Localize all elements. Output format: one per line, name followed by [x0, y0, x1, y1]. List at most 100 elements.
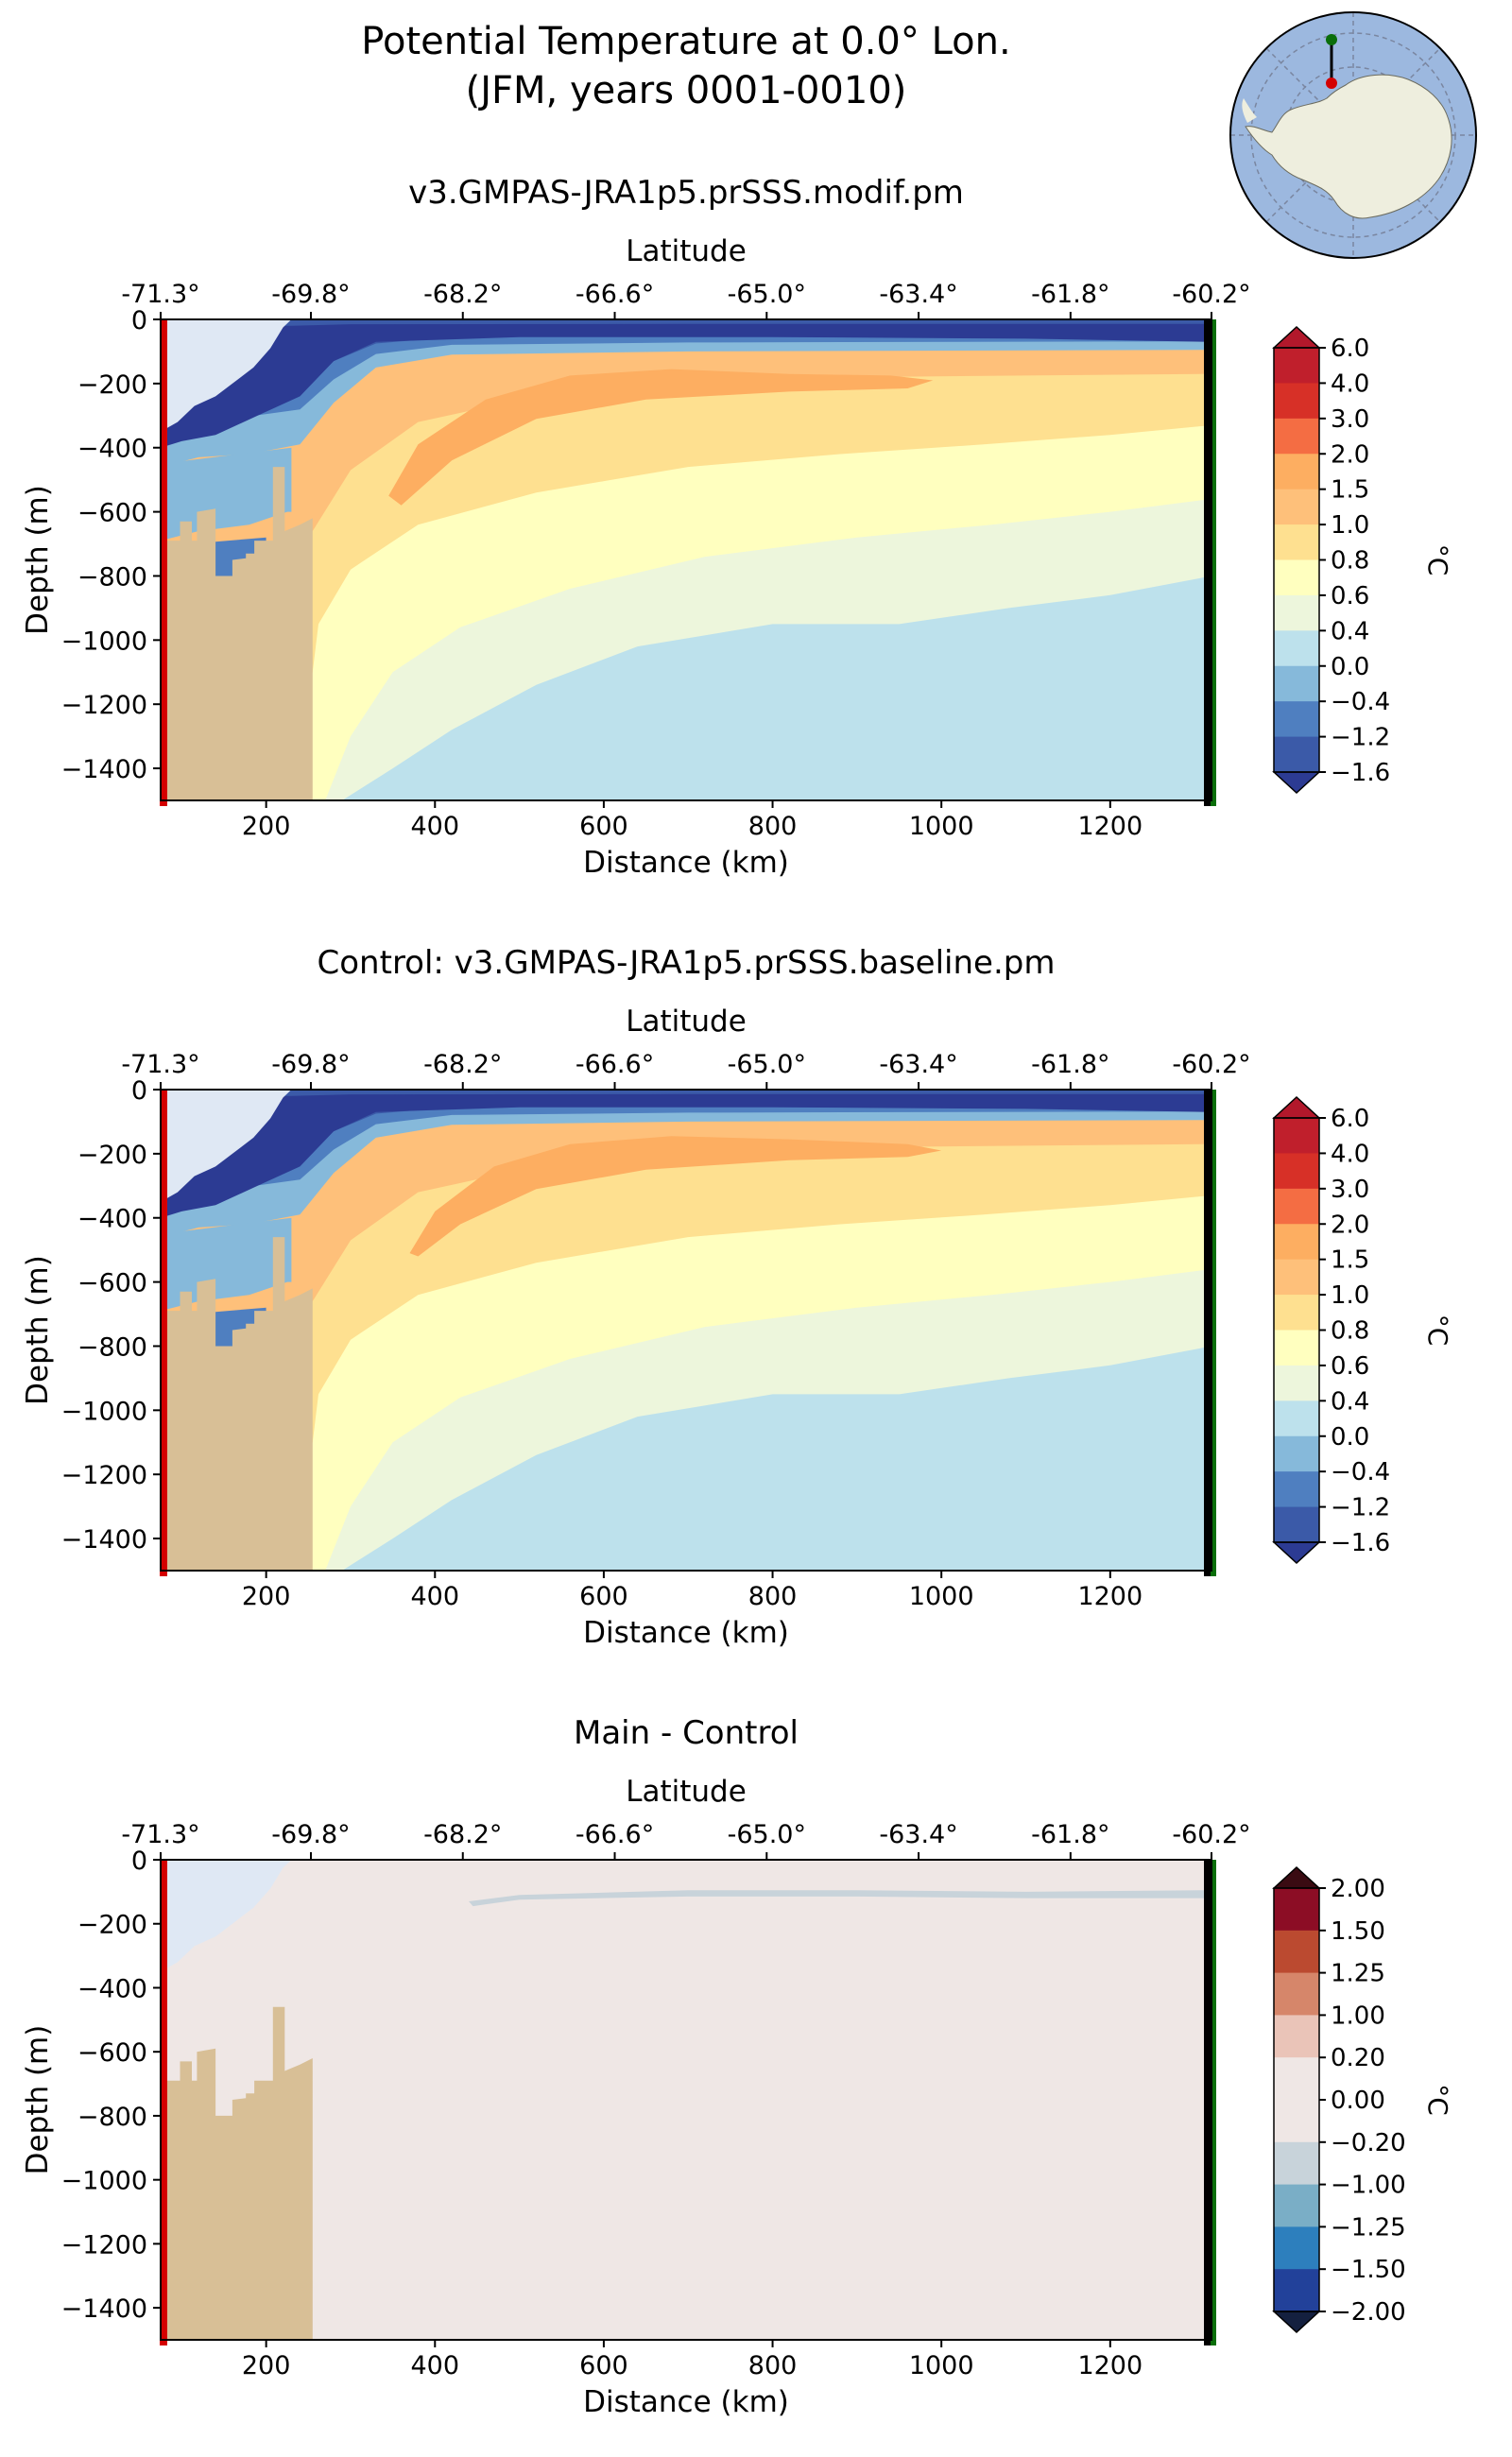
latitude-tick-label: -71.3°: [121, 1820, 199, 1849]
y-tick-label: −1400: [61, 2294, 147, 2324]
latitude-tick-label: -65.0°: [728, 1050, 806, 1079]
latitude-tick-label: -61.8°: [1031, 280, 1109, 309]
plot-area: [161, 319, 1211, 800]
latitude-tick-label: -63.4°: [879, 1050, 957, 1079]
latitude-tick-label: -61.8°: [1031, 1820, 1109, 1849]
colorbar-segment: [1274, 2057, 1319, 2101]
latitude-tick-label: -66.6°: [576, 280, 654, 309]
colorbar-label: °C: [1422, 2084, 1453, 2116]
x-tick-label: 200: [242, 1582, 291, 1611]
y-tick-label: −800: [77, 562, 147, 592]
colorbar-under-arrow: [1272, 771, 1321, 795]
colorbar-segment: [1274, 1118, 1319, 1154]
plot-frame: [160, 1859, 1212, 2341]
ice-shelf-cavity: [161, 1860, 292, 1972]
colorbar-under-arrow: [1272, 2311, 1321, 2334]
panel-difference: Main - Control 200 400 600 800 1000 1200 Dista…: [21, 1714, 1453, 2419]
colorbar-tick-label: −1.6: [1331, 759, 1390, 787]
x-tick-label: 1000: [909, 2351, 974, 2380]
figure-title-line1: Potential Temperature at 0.0° Lon.: [361, 20, 1010, 63]
latitude-tick-label: -65.0°: [728, 280, 806, 309]
colorbar-segment: [1274, 454, 1319, 490]
colorbar-segment: [1274, 489, 1319, 525]
colorbar-tick-label: −1.6: [1331, 1529, 1390, 1557]
colorbar-over-arrow: [1272, 1865, 1321, 1889]
colorbar-tick-label: 0.4: [1331, 617, 1369, 645]
colorbar-segment: [1274, 1295, 1319, 1331]
y-tick-label: −400: [77, 1974, 147, 2003]
antarctic-peninsula: [1242, 98, 1257, 123]
y-tick-label: −200: [77, 370, 147, 400]
bathymetry-land: [161, 467, 313, 800]
contour-fill-neg1.2-neg0.4: [161, 319, 1211, 426]
contour-fill-neg0.4-0.0: [161, 1090, 1211, 1238]
colorbar-segment: [1274, 1224, 1319, 1261]
latitude-tick-label: -63.4°: [879, 280, 957, 309]
contour-fill-0.0-0.2: [161, 1860, 1211, 2340]
y-tick-label: −1400: [61, 755, 147, 784]
x-tick-label: 800: [748, 1582, 798, 1611]
latitude-tick-label: -71.3°: [121, 280, 199, 309]
contour-fill-neg1.2-neg0.4: [161, 1090, 1211, 1196]
inset-map: [1229, 11, 1477, 259]
colorbar-tick-label: 0.6: [1331, 582, 1369, 610]
colorbar-tick-label: −1.50: [1331, 2256, 1406, 2284]
y-tick-label: 0: [131, 1847, 147, 1876]
x-tick-label: 1000: [909, 1582, 974, 1611]
latitude-tick-label: -69.8°: [271, 280, 350, 309]
colorbar-tick-label: 0.20: [1331, 2044, 1385, 2072]
contour-fill-shelf: [161, 447, 292, 541]
colorbar-tick-label: −0.20: [1331, 2129, 1406, 2157]
x-tick-label: 600: [579, 2351, 628, 2380]
x-tick-label: 800: [748, 812, 798, 841]
colorbar-segment: [1274, 2015, 1319, 2058]
latitude-axis-label: Latitude: [626, 1005, 747, 1039]
plot-frame: [160, 318, 1212, 801]
y-tick-label: 0: [131, 306, 147, 335]
x-tick-label: 1200: [1077, 812, 1143, 841]
colorbar-segment: [1274, 2184, 1319, 2227]
y-tick-label: −400: [77, 1205, 147, 1234]
y-axis-label: Depth (m): [21, 2025, 55, 2175]
y-tick-label: −600: [77, 2038, 147, 2068]
colorbar-segment: [1274, 1888, 1319, 1932]
x-tick-label: 1200: [1077, 2351, 1143, 2380]
colorbar-tick-label: 2.0: [1331, 440, 1369, 469]
colorbar-tick-label: 4.0: [1331, 369, 1369, 398]
y-tick-label: −1400: [61, 1525, 147, 1555]
contour-fill-0.8-1.0: [161, 1090, 1211, 1571]
contour-fill-neg0.4-0.0: [161, 319, 1211, 468]
colorbar-tick-label: 3.0: [1331, 1176, 1369, 1204]
colorbar-tick-label: 0.8: [1331, 547, 1369, 576]
colorbar-tick-label: 1.0: [1331, 1281, 1369, 1310]
colorbar-tick-label: 6.0: [1331, 335, 1369, 363]
colorbar-tick-label: 1.25: [1331, 1960, 1385, 1988]
contour-fill-0.8-1.0: [161, 319, 1211, 800]
x-axis-label: Distance (km): [583, 1616, 789, 1650]
latitude-tick-label: -66.6°: [576, 1820, 654, 1849]
colorbar-tick-label: 6.0: [1331, 1105, 1369, 1133]
colorbar-segment: [1274, 418, 1319, 455]
x-axis-label: Distance (km): [583, 2385, 789, 2419]
x-tick-label: 400: [411, 2351, 460, 2380]
colorbar-tick-label: 3.0: [1331, 405, 1369, 434]
latitude-tick-label: -60.2°: [1172, 280, 1250, 309]
contour-fill-neg0.2-0.0: [469, 1890, 1211, 1907]
colorbar-label: °C: [1422, 544, 1453, 576]
y-tick-label: −200: [77, 1911, 147, 1940]
colorbar-tick-label: 0.0: [1331, 653, 1369, 681]
panel-title: Control: v3.GMPAS-JRA1p5.prSSS.baseline.…: [318, 944, 1056, 982]
y-tick-label: 0: [131, 1076, 147, 1106]
colorbar-segment: [1274, 1400, 1319, 1437]
colorbar-segment: [1274, 559, 1319, 596]
x-tick-label: 400: [411, 812, 460, 841]
y-tick-label: −600: [77, 1269, 147, 1298]
colorbar-segment: [1274, 1330, 1319, 1366]
x-tick-label: 600: [579, 1582, 628, 1611]
plot-frame: [160, 1089, 1212, 1572]
latitude-axis-label: Latitude: [626, 234, 747, 268]
colorbar-segment: [1274, 2100, 1319, 2143]
ice-shelf-cavity: [161, 1090, 292, 1202]
latitude-axis-label: Latitude: [626, 1775, 747, 1809]
colorbar-label: °C: [1422, 1314, 1453, 1347]
